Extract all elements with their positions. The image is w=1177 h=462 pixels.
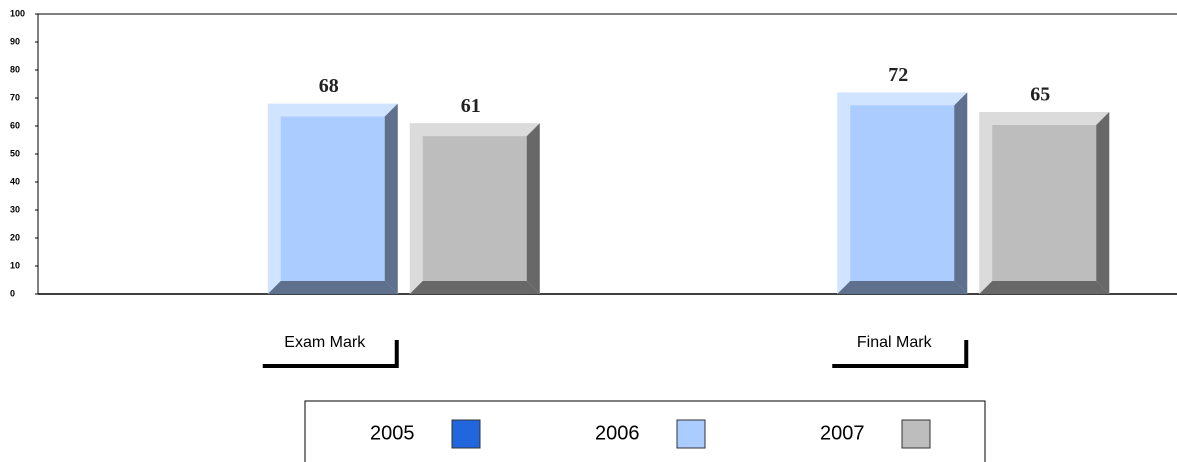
bar (992, 125, 1097, 281)
bar-side (526, 123, 540, 294)
y-tick-label: 0 (10, 288, 15, 298)
y-tick-label: 20 (10, 232, 20, 242)
legend-swatch (901, 419, 931, 449)
x-tick-label: Exam Mark (284, 334, 366, 351)
legend-swatch (451, 419, 481, 449)
value-label: 65 (1030, 84, 1050, 106)
y-tick-label: 40 (10, 176, 20, 186)
bar-bottom (979, 281, 1110, 294)
y-tick-label: 10 (10, 260, 20, 270)
bar-bottom (267, 281, 398, 294)
y-tick-label: 90 (10, 36, 20, 46)
y-tick-label: 100 (10, 8, 25, 18)
category-bracket (262, 340, 399, 368)
bar-bottom (837, 281, 968, 294)
bar (422, 136, 527, 281)
legend-label: 2007 (820, 422, 865, 444)
category-bracket (832, 340, 969, 368)
legend-box (304, 400, 986, 462)
bar (280, 116, 385, 281)
legend-label: 2006 (595, 422, 640, 444)
legend-label: 2005 (370, 422, 415, 444)
y-tick-label: 70 (10, 92, 20, 102)
value-label: 72 (888, 64, 908, 86)
x-tick-label: Final Mark (857, 334, 933, 351)
bar (850, 105, 955, 282)
y-tick-label: 60 (10, 120, 20, 130)
y-tick-label: 50 (10, 148, 20, 158)
y-tick-label: 30 (10, 204, 20, 214)
bar-side (1096, 112, 1110, 294)
bar-side (954, 92, 968, 295)
bar-bottom (409, 281, 540, 294)
value-label: 61 (461, 95, 481, 117)
value-label: 68 (319, 75, 339, 97)
legend-swatch (676, 419, 706, 449)
y-tick-label: 80 (10, 64, 20, 74)
bar-side (384, 103, 398, 294)
